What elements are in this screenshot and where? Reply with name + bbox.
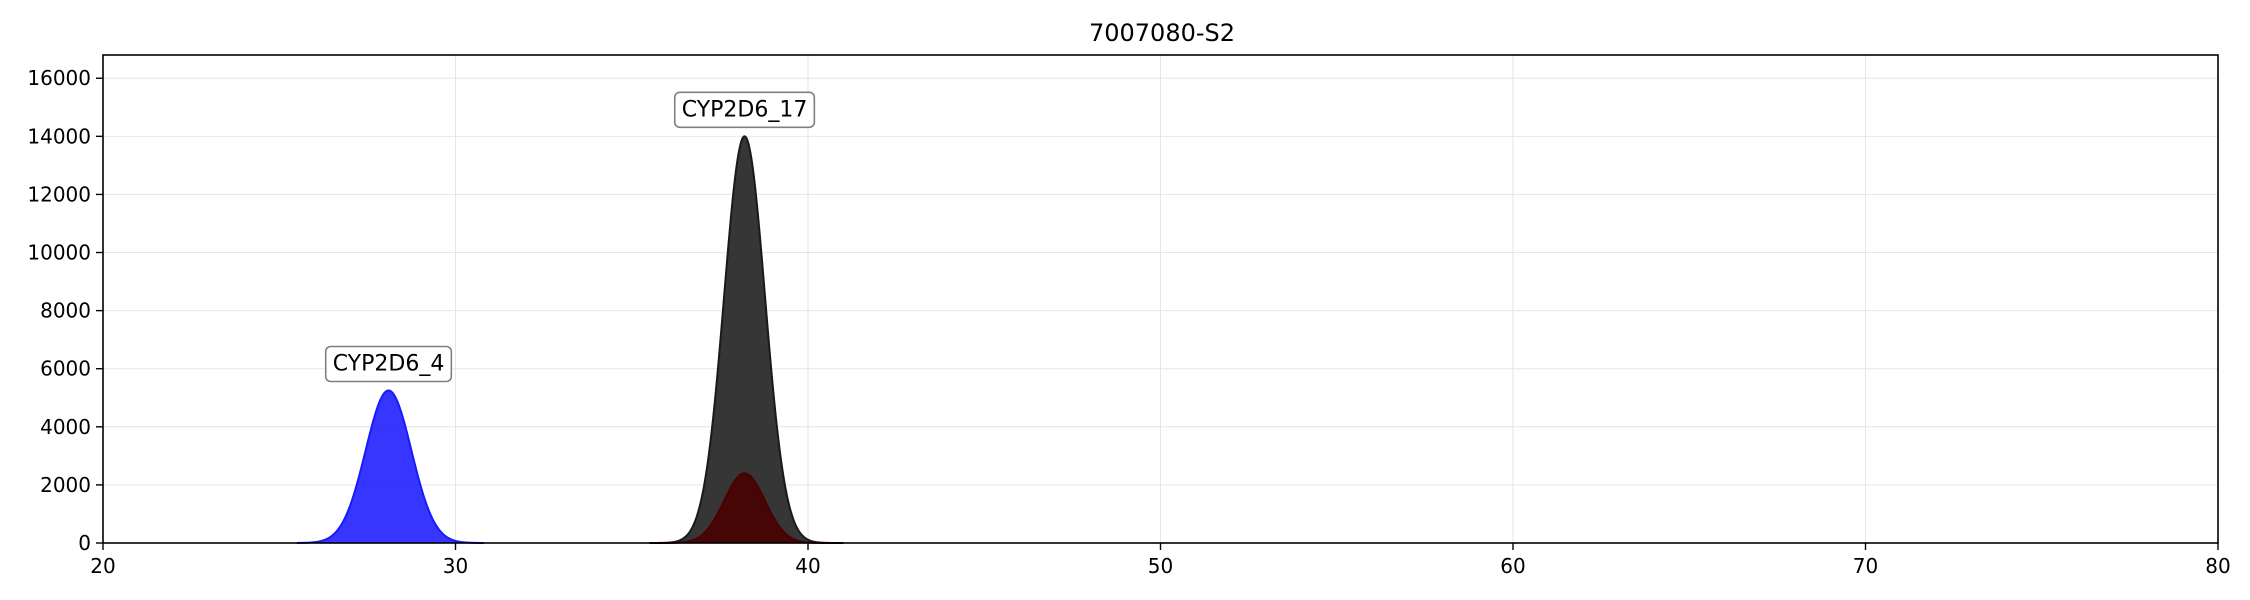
y-tick-label: 4000 [40,415,91,439]
x-tick-label: 50 [1148,554,1173,578]
peak-annotation-label: CYP2D6_4 [333,352,445,377]
series-0-line [296,389,484,544]
y-tick-label: 16000 [27,66,91,90]
y-tick-label: 6000 [40,357,91,381]
x-tick-label: 20 [90,554,115,578]
series-layer [296,135,844,544]
axis-layer: 20 30 40 50 60 70 80 0 2000 4000 6000 8000 10000 1200… [27,66,2230,578]
x-tick-label: 40 [795,554,820,578]
annotation-layer: CYP2D6_4 CYP2D6_17 [324,91,816,383]
peak-annotation-label: CYP2D6_17 [682,97,808,122]
y-tick-label: 12000 [27,182,91,206]
peak-annotation-box [673,91,816,129]
x-tick-label: 30 [443,554,468,578]
x-tick-label: 60 [1500,554,1525,578]
x-tick-label: 70 [1853,554,1878,578]
series-0-area [296,390,484,543]
series-2-area [649,473,844,543]
grid-lines [102,55,2219,544]
series-1-area [649,136,844,543]
peak-annotation: CYP2D6_4 [324,345,453,383]
x-tick-label: 80 [2205,554,2230,578]
peak-annotation-box [324,345,453,383]
series-1-line [649,135,844,544]
y-tick-label: 8000 [40,299,91,323]
y-tick-label: 2000 [40,473,91,497]
peak-annotation: CYP2D6_17 [673,91,816,129]
y-tick-label: 0 [78,531,91,555]
chart-title: 7007080-S2 [1089,19,1235,47]
y-tick-label: 10000 [27,241,91,265]
y-tick-label: 14000 [27,124,91,148]
